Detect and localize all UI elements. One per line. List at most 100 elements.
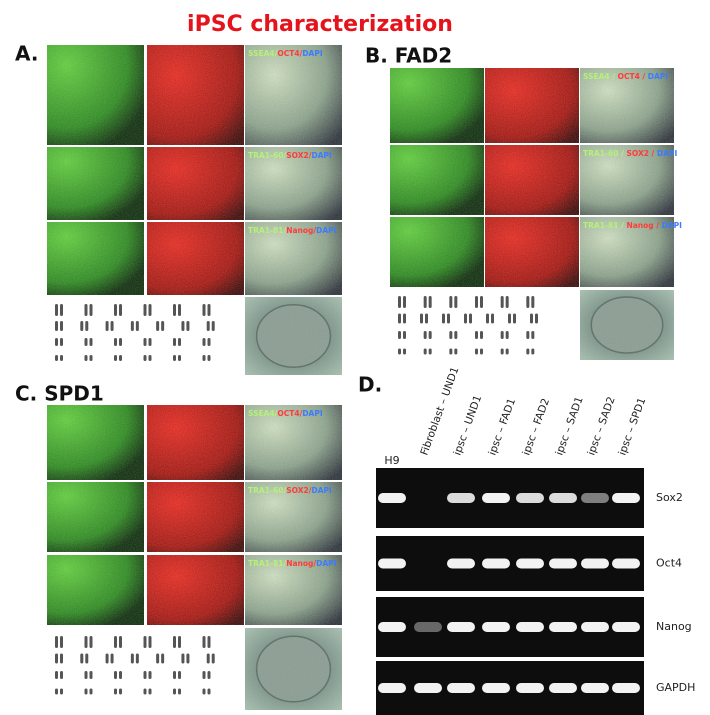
chromosome — [143, 688, 147, 695]
micrograph-texture — [390, 217, 484, 287]
chromosome — [119, 688, 122, 695]
stain-part: Nanog / — [626, 221, 661, 230]
micrograph-texture — [245, 147, 342, 220]
panel-label: C. SPD1 — [15, 382, 104, 406]
colony-texture — [245, 297, 342, 375]
chromosome — [207, 636, 211, 648]
stain-part: TRA1-60/ — [248, 486, 286, 495]
micrograph-texture — [47, 147, 144, 220]
stain-label: TRA1-60/SOX2/DAPI — [248, 151, 332, 160]
micrograph-texture — [245, 482, 342, 552]
chromosome — [156, 653, 160, 664]
chromosome — [114, 304, 117, 316]
chromosome — [403, 348, 406, 355]
micrograph-texture — [245, 222, 342, 295]
chromosome — [186, 653, 190, 664]
gel-band — [549, 493, 577, 503]
chromosome — [181, 321, 185, 331]
chromosome — [119, 304, 122, 316]
gel-band — [549, 622, 577, 632]
chromosome — [60, 636, 63, 648]
chromosome — [464, 313, 467, 324]
chromosome — [89, 636, 93, 648]
gel-band — [482, 493, 510, 503]
micrograph-texture — [485, 68, 579, 143]
chromosome — [161, 321, 165, 331]
chromosome — [55, 321, 58, 331]
gel-band — [414, 683, 442, 693]
chromosome — [178, 636, 181, 648]
micrograph-texture — [147, 147, 244, 220]
gel-band — [581, 622, 609, 632]
stain-part: TRA1-81/ — [248, 559, 286, 568]
lane-label: ipsc – FAD1 — [486, 397, 518, 457]
chromosome — [173, 671, 176, 679]
chromosome — [398, 296, 401, 308]
micrograph-texture — [47, 555, 144, 625]
chromosome — [119, 636, 122, 648]
chromosome — [110, 653, 114, 664]
micrograph-texture — [485, 217, 579, 287]
stain-part: Nanog/ — [286, 226, 316, 235]
chromosome — [403, 296, 406, 308]
stain-part: SSEA4 / — [583, 72, 618, 81]
chromosome — [423, 331, 427, 339]
chromosome — [84, 355, 88, 361]
chromosome — [202, 688, 206, 695]
lane-label: ipsc – UND1 — [451, 394, 484, 457]
gene-label: GAPDH — [656, 681, 695, 694]
gel-band — [516, 558, 544, 569]
chromosome — [420, 313, 423, 324]
stain-label: TRA1-60/SOX2/DAPI — [248, 486, 332, 495]
chromosome — [156, 321, 160, 331]
chromosome — [423, 296, 427, 308]
gel-band — [414, 622, 442, 632]
gel-band — [378, 683, 406, 693]
chromosome — [114, 671, 117, 679]
chromosome — [135, 653, 139, 664]
chromosome — [148, 304, 152, 316]
chromosome — [207, 355, 211, 361]
chromosome — [475, 348, 478, 355]
figure-title: iPSC characterization — [187, 12, 453, 37]
gel-band — [581, 493, 609, 503]
chromosome — [173, 304, 176, 316]
micrograph-texture — [390, 68, 484, 143]
chromosome — [178, 688, 181, 695]
chromosome — [110, 321, 114, 331]
chromosome — [486, 313, 489, 324]
chromosome — [425, 313, 428, 324]
stain-part: DAPI — [311, 486, 332, 495]
stain-label: TRA1-81/Nanog/DAPI — [248, 226, 337, 235]
stain-label: SSEA4/OCT4/DAPI — [248, 409, 323, 418]
chromosome — [55, 338, 58, 346]
chromosome — [535, 313, 538, 324]
chromosome — [442, 313, 445, 324]
lane-label: ipsc – SAD2 — [585, 395, 617, 457]
chromosome — [508, 313, 511, 324]
chromosome — [60, 653, 63, 664]
stain-label: TRA1-81 / Nanog / DAPI — [583, 221, 682, 230]
chromosome — [480, 296, 483, 308]
chromosome — [530, 313, 533, 324]
chromosome — [130, 321, 134, 331]
stain-part: SOX2/ — [286, 486, 312, 495]
chromosome — [211, 321, 215, 331]
chromosome — [60, 688, 63, 695]
chromosome — [469, 313, 472, 324]
chromosome — [207, 688, 211, 695]
gene-label: Nanog — [656, 620, 692, 633]
colony-texture — [580, 290, 674, 360]
gel-band — [581, 683, 609, 693]
chromosome — [398, 348, 401, 355]
chromosome — [454, 331, 458, 339]
chromosome — [60, 355, 63, 361]
chromosome — [130, 653, 134, 664]
micrograph-texture — [245, 405, 342, 480]
lane-label: ipsc – FAD2 — [520, 397, 552, 457]
gel-band — [447, 558, 475, 569]
chromosome — [513, 313, 516, 324]
chromosome — [449, 348, 453, 355]
gel-band — [447, 683, 475, 693]
